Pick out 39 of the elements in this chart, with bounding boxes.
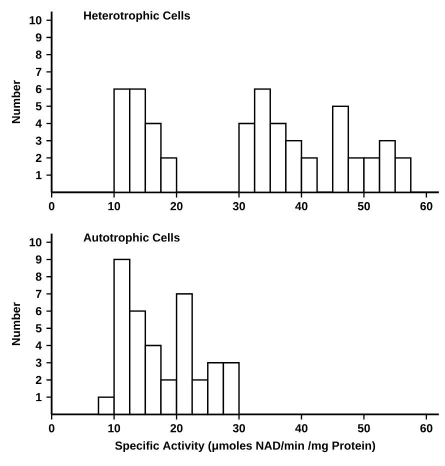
x-tick-label: 60: [420, 424, 432, 432]
x-tick-label: 40: [295, 202, 308, 210]
x-tick-label: 0: [48, 202, 54, 210]
y-tick-label: 1: [36, 393, 42, 402]
y-tick-label: 9: [36, 33, 42, 42]
x-tick-label: 10: [108, 202, 120, 210]
y-tick-label: 2: [36, 376, 42, 384]
x-tick-label: 10: [108, 424, 120, 432]
y-tick-label: 2: [36, 154, 42, 162]
y-tick-label: 5: [36, 102, 42, 110]
chart-title: Heterotrophic Cells: [84, 11, 190, 22]
x-tick-label: 20: [170, 202, 182, 210]
y-tick-label: 4: [35, 119, 42, 128]
x-tick-label: 0: [48, 424, 54, 432]
y-tick-label: 1: [36, 171, 42, 180]
x-axis-title: Specific Activity (μmoles NAD/min /mg Protein): [115, 441, 375, 452]
y-tick-label: 5: [36, 324, 42, 332]
x-tick-label: 20: [170, 424, 182, 432]
y-tick-label: 6: [36, 306, 42, 316]
y-tick-label: 10: [30, 238, 42, 246]
y-tick-label: 7: [36, 68, 42, 76]
y-tick-label: 10: [30, 16, 42, 24]
y-tick-label: 4: [35, 342, 42, 350]
x-tick-label: 30: [232, 202, 245, 210]
y-tick-label: 9: [36, 255, 42, 264]
chart-title: Autotrophic Cells: [83, 233, 180, 244]
y-axis-title: Number: [11, 302, 20, 346]
y-tick-label: 8: [36, 50, 42, 59]
y-tick-label: 8: [36, 272, 42, 281]
x-tick-label: 40: [295, 424, 308, 432]
y-tick-label: 3: [36, 358, 42, 367]
y-axis-title: Number: [11, 80, 20, 124]
x-tick-label: 50: [358, 424, 370, 432]
x-tick-label: 30: [232, 424, 245, 432]
y-tick-label: 7: [36, 290, 42, 298]
y-tick-label: 6: [36, 84, 42, 94]
x-tick-label: 50: [358, 202, 370, 210]
x-tick-label: 60: [420, 202, 432, 210]
y-tick-label: 3: [36, 136, 42, 145]
